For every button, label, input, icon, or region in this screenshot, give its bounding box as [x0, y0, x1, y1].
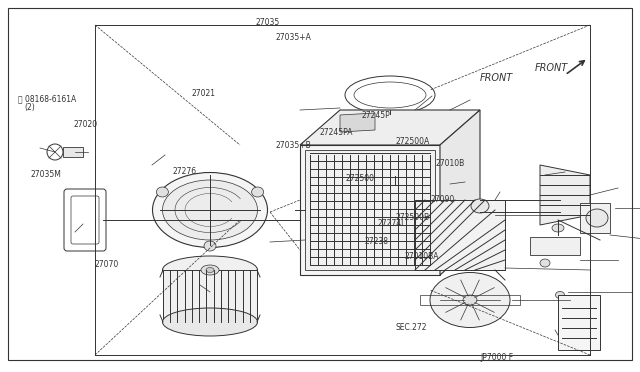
Text: 272500B: 272500B — [396, 213, 429, 222]
Ellipse shape — [152, 173, 268, 247]
Text: 27245P: 27245P — [362, 111, 390, 120]
Bar — [305, 150, 435, 270]
Text: JP7000 F: JP7000 F — [480, 353, 513, 362]
Text: 27035+A: 27035+A — [275, 33, 311, 42]
Polygon shape — [440, 110, 480, 275]
Text: 27010BA: 27010BA — [404, 252, 439, 261]
Bar — [163, 270, 257, 322]
Text: 27090: 27090 — [430, 195, 454, 203]
Ellipse shape — [556, 292, 564, 298]
Text: 27020: 27020 — [74, 120, 98, 129]
Text: (2): (2) — [24, 103, 35, 112]
Bar — [415, 200, 505, 270]
Text: FRONT: FRONT — [535, 63, 568, 73]
Text: 27035M: 27035M — [31, 170, 61, 179]
Ellipse shape — [586, 209, 608, 227]
Text: 27070: 27070 — [95, 260, 119, 269]
Text: 27274L: 27274L — [378, 219, 406, 228]
Text: 27021: 27021 — [192, 89, 216, 97]
Ellipse shape — [201, 265, 219, 275]
Bar — [558, 295, 600, 350]
Polygon shape — [300, 145, 440, 275]
Ellipse shape — [540, 259, 550, 267]
Bar — [63, 147, 83, 157]
Bar — [530, 237, 580, 255]
Ellipse shape — [163, 308, 257, 336]
Text: 27245PA: 27245PA — [320, 128, 353, 137]
Ellipse shape — [430, 273, 510, 327]
Ellipse shape — [471, 199, 489, 213]
Polygon shape — [540, 165, 590, 225]
Text: 27035+B: 27035+B — [275, 141, 311, 150]
Polygon shape — [340, 113, 375, 132]
Text: 27276: 27276 — [173, 167, 197, 176]
Text: 272500: 272500 — [346, 174, 374, 183]
Ellipse shape — [163, 180, 257, 240]
Ellipse shape — [156, 187, 168, 197]
Text: 27238: 27238 — [365, 237, 388, 246]
Text: SEC.272: SEC.272 — [396, 323, 427, 332]
Text: FRONT: FRONT — [480, 73, 513, 83]
Text: Ⓢ 08168-6161A: Ⓢ 08168-6161A — [18, 94, 76, 103]
Ellipse shape — [206, 267, 214, 273]
Polygon shape — [300, 110, 480, 145]
Ellipse shape — [163, 256, 257, 284]
Text: 27010B: 27010B — [435, 159, 465, 168]
Text: 27035: 27035 — [256, 18, 280, 27]
Ellipse shape — [552, 224, 564, 232]
Ellipse shape — [463, 295, 477, 305]
Ellipse shape — [252, 187, 264, 197]
Ellipse shape — [204, 241, 216, 251]
Text: 272500A: 272500A — [396, 137, 430, 146]
Bar — [580, 203, 610, 233]
